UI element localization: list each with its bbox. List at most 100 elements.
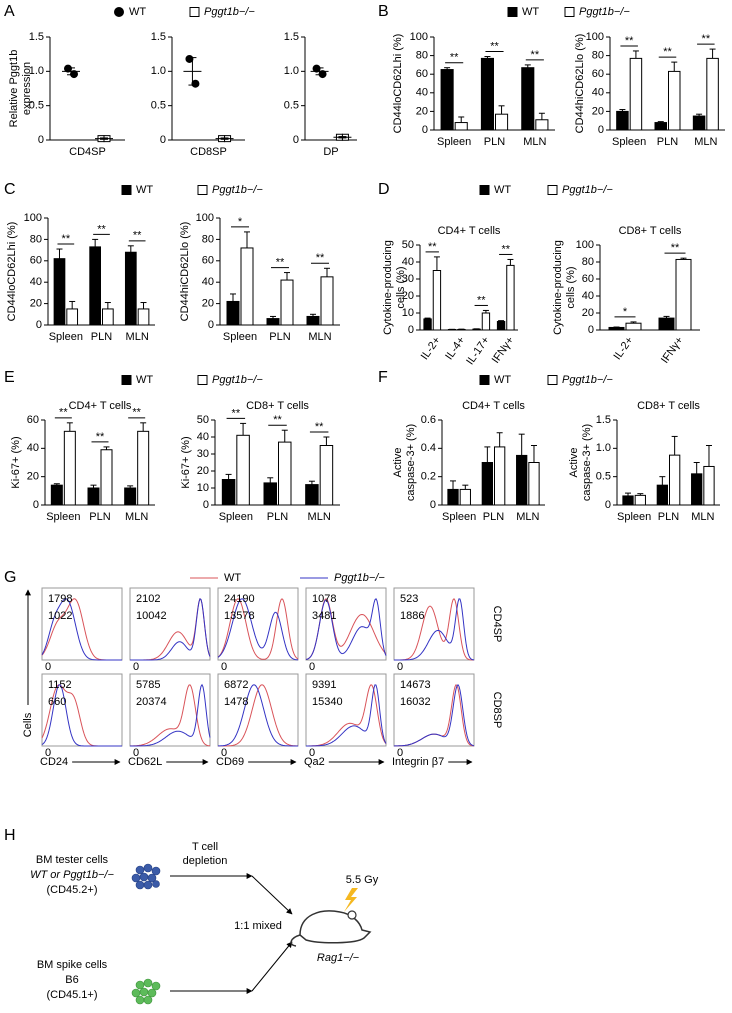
bar bbox=[535, 119, 549, 131]
y-tick-label: 60 bbox=[416, 68, 428, 80]
histogram-curve bbox=[393, 684, 475, 747]
bar bbox=[50, 484, 63, 506]
legend-marker bbox=[547, 185, 558, 195]
error-bar bbox=[338, 136, 347, 139]
y-tick-label: 40 bbox=[30, 276, 42, 288]
bar bbox=[278, 441, 292, 506]
mouse-tail bbox=[290, 934, 301, 947]
error-bar bbox=[53, 483, 60, 486]
bar bbox=[137, 308, 150, 326]
bar bbox=[447, 488, 459, 506]
error-bar bbox=[450, 480, 457, 490]
y-axis-label: expression bbox=[21, 62, 33, 115]
bar bbox=[516, 454, 528, 506]
spike-cells bbox=[131, 978, 161, 1005]
x-tick-label: MLN bbox=[523, 136, 546, 148]
mfi-label: 2102 bbox=[136, 593, 160, 605]
error-bar bbox=[524, 64, 531, 68]
x-tick-label: PLN bbox=[484, 136, 505, 148]
y-tick-label: 40 bbox=[592, 87, 604, 99]
error-bar bbox=[659, 476, 666, 486]
error-bar bbox=[324, 267, 330, 277]
legend-marker bbox=[189, 7, 200, 17]
x-tick-label: Spleen bbox=[617, 511, 651, 523]
histogram-frame bbox=[305, 673, 387, 747]
y-tick-label: 10 bbox=[402, 307, 414, 319]
significance: ** bbox=[450, 52, 459, 64]
histogram-curve bbox=[41, 684, 122, 747]
y-tick-label: 80 bbox=[592, 50, 604, 62]
legend-marker bbox=[479, 185, 490, 195]
legend-marker bbox=[114, 7, 124, 17]
error-bar bbox=[323, 436, 330, 446]
y-tick-label: 60 bbox=[30, 255, 42, 267]
y-axis-label: CD44loCD62Lhi (%) bbox=[6, 222, 18, 322]
mfi-label: 1886 bbox=[400, 610, 424, 622]
histogram-curve bbox=[218, 684, 298, 747]
y-tick-label: 80 bbox=[202, 233, 214, 245]
legend-label: WT bbox=[136, 184, 153, 196]
y-tick-label: 60 bbox=[592, 68, 604, 80]
chart-title: CD8+ T cells bbox=[637, 400, 700, 412]
histogram-curve bbox=[306, 684, 387, 747]
zero-label: 0 bbox=[221, 661, 227, 673]
y-tick-label: 40 bbox=[416, 87, 428, 99]
bar bbox=[608, 326, 625, 331]
error-bar bbox=[630, 321, 637, 324]
panel-label: A bbox=[4, 3, 15, 20]
y-tick-label: 40 bbox=[202, 276, 214, 288]
y-tick-label: 0 bbox=[208, 319, 214, 331]
y-tick-label: 0 bbox=[203, 499, 209, 511]
bar bbox=[102, 308, 114, 326]
y-axis-label: Cells bbox=[22, 712, 34, 737]
error-bar bbox=[66, 422, 73, 432]
bar bbox=[423, 318, 432, 331]
legend-marker bbox=[121, 185, 132, 195]
x-tick-label: MLN bbox=[126, 331, 149, 343]
histogram-curve bbox=[130, 683, 211, 747]
mouse-ear bbox=[347, 910, 357, 920]
y-tick-label: 0 bbox=[430, 499, 436, 511]
y-tick-label: 60 bbox=[202, 255, 214, 267]
histogram-frame bbox=[129, 587, 211, 661]
error-bar bbox=[281, 429, 288, 443]
tester-line: (CD45.2+) bbox=[46, 884, 97, 896]
x-tick-label: IL-2+ bbox=[419, 335, 443, 363]
y-axis-label: cells (%) bbox=[565, 266, 577, 308]
legend-label: Pggt1b−/− bbox=[212, 184, 263, 196]
histogram-curve bbox=[130, 684, 211, 747]
x-tick-label: Spleen bbox=[219, 511, 253, 523]
chart-title: CD4+ T cells bbox=[462, 400, 525, 412]
significance: ** bbox=[62, 233, 71, 245]
x-tick-label: PLN bbox=[658, 511, 679, 523]
legend-label: Pggt1b−/− bbox=[579, 6, 630, 18]
legend-marker bbox=[564, 7, 575, 17]
bar bbox=[280, 279, 294, 326]
y-tick-label: 40 bbox=[402, 256, 414, 268]
x-tick-label: Spleen bbox=[612, 136, 646, 148]
legend-label: Pggt1b−/− bbox=[562, 374, 613, 386]
error-bar bbox=[530, 445, 537, 463]
y-axis-label: Cytokine-producing bbox=[382, 240, 394, 335]
bar bbox=[703, 465, 715, 506]
significance: ** bbox=[501, 243, 510, 255]
error-bar bbox=[709, 48, 716, 59]
bar bbox=[634, 494, 646, 506]
legend-label: Pggt1b−/− bbox=[562, 184, 613, 196]
x-tick-label: MLN bbox=[125, 511, 148, 523]
mfi-label: 3481 bbox=[312, 610, 336, 622]
y-axis-label: Active bbox=[392, 448, 404, 478]
error-bar bbox=[444, 67, 451, 70]
bar bbox=[668, 70, 681, 131]
zero-label: 0 bbox=[397, 747, 403, 759]
mfi-label: 1078 bbox=[312, 593, 336, 605]
x-tick-label: PLN bbox=[267, 511, 288, 523]
mfi-label: 523 bbox=[400, 593, 418, 605]
significance: ** bbox=[490, 40, 499, 52]
bar bbox=[692, 115, 706, 131]
x-axis-label: Integrin β7 bbox=[392, 756, 444, 768]
x-tick-label: Spleen bbox=[49, 331, 83, 343]
significance: ** bbox=[273, 414, 282, 426]
error-bar bbox=[56, 248, 63, 259]
